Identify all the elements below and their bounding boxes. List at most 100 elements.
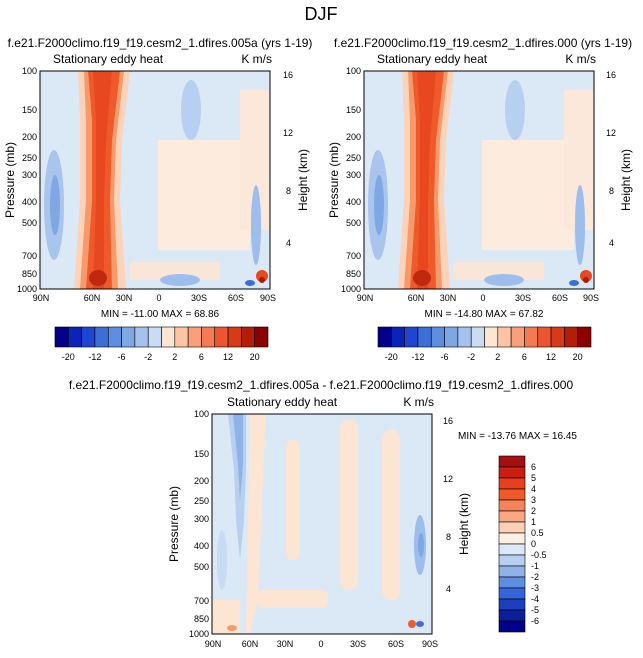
pressure-tick: 500: [22, 218, 37, 228]
height-tick: 8: [286, 186, 291, 196]
colorbar-swatch: [254, 326, 269, 348]
height-tick: 4: [446, 584, 451, 594]
colorbar-label: -2: [531, 572, 539, 582]
panel-3-height-ticks: 16 12 8 4: [443, 416, 453, 594]
pressure-tick: 500: [346, 218, 361, 228]
lat-tick: 30S: [350, 639, 366, 649]
colorbar-swatch: [524, 326, 539, 348]
pressure-tick: 850: [22, 269, 37, 279]
panel-1-height-ticks: 16 12 8 4: [283, 70, 293, 248]
panel-2-units: K m/s: [565, 52, 596, 66]
colorbar-label: 0.5: [531, 528, 544, 538]
panel-1-variable-label: Stationary eddy heat: [53, 52, 164, 66]
pressure-tick: 700: [194, 596, 209, 606]
colorbar-swatch: [417, 326, 432, 348]
colorbar-label: -1: [531, 561, 539, 571]
pressure-tick: 100: [194, 409, 209, 419]
pressure-tick: 300: [346, 170, 361, 180]
pressure-tick: 400: [22, 197, 37, 207]
panel-3: f.e21.F2000climo.f19_f19.cesm2_1.dfires.…: [69, 378, 578, 649]
colorbar-swatch: [498, 620, 526, 633]
panel-2-variable-label: Stationary eddy heat: [377, 52, 488, 66]
colorbar-label: 1: [531, 517, 536, 527]
colorbar-swatch: [201, 326, 216, 348]
height-tick: 16: [443, 416, 453, 426]
panel-2-stats: MIN = -14.80 MAX = 67.82: [425, 309, 544, 320]
lat-tick: 0: [480, 293, 485, 303]
lat-tick: 30N: [116, 293, 133, 303]
colorbar-label: -20: [62, 352, 75, 362]
pressure-tick: 850: [194, 614, 209, 624]
lat-tick: 90N: [357, 293, 374, 303]
lat-tick: 90N: [33, 293, 50, 303]
colorbar-swatch: [498, 488, 526, 501]
height-tick: 8: [446, 532, 451, 542]
colorbar-swatch: [577, 326, 592, 348]
panel-2-pressure-ticks: 100 150 200 250 300 400 500 700 850 1000: [341, 66, 361, 294]
lat-tick: 0: [318, 639, 323, 649]
colorbar-label: 0: [531, 539, 536, 549]
panel-2-colorbar: -20 -12 -6 -2 2 6 12 20: [377, 326, 592, 362]
panel-2-ylabel: Pressure (mb): [327, 142, 341, 218]
panel-1-ylabel-right: Height (km): [296, 149, 310, 211]
pressure-tick: 200: [22, 132, 37, 142]
colorbar-swatch: [498, 510, 526, 523]
colorbar-swatch: [121, 326, 136, 348]
colorbar-label: 4: [531, 484, 536, 494]
colorbar-label: 6: [199, 352, 204, 362]
lat-tick: 90N: [205, 639, 222, 649]
height-tick: 12: [443, 474, 453, 484]
colorbar-label: -3: [531, 583, 539, 593]
pressure-tick: 250: [346, 153, 361, 163]
colorbar-swatch: [498, 499, 526, 512]
colorbar-label: 20: [250, 352, 260, 362]
colorbar-swatch: [498, 466, 526, 479]
colorbar-swatch: [498, 543, 526, 556]
colorbar-swatch: [404, 326, 419, 348]
pressure-tick: 150: [346, 105, 361, 115]
panel-1-units: K m/s: [241, 52, 272, 66]
colorbar-label: 2: [531, 506, 536, 516]
colorbar-swatch: [241, 326, 255, 348]
pressure-tick: 1000: [189, 629, 209, 639]
colorbar-label: -2: [467, 352, 475, 362]
colorbar-label: 6: [522, 352, 527, 362]
colorbar-swatch: [377, 326, 392, 348]
colorbar-swatch: [498, 455, 526, 468]
pressure-tick: 1000: [17, 284, 37, 294]
colorbar-label: -12: [88, 352, 101, 362]
pressure-tick: 100: [346, 66, 361, 76]
pressure-tick: 400: [194, 541, 209, 551]
height-tick: 16: [283, 70, 293, 80]
pressure-tick: 250: [194, 496, 209, 506]
lat-tick: 60N: [408, 293, 425, 303]
height-tick: 12: [283, 128, 293, 138]
panel-2-title: f.e21.F2000climo.f19_f19.cesm2_1.dfires.…: [334, 36, 632, 50]
height-tick: 4: [609, 238, 614, 248]
panel-1-stats: MIN = -11.00 MAX = 68.86: [101, 309, 220, 320]
colorbar-swatch: [94, 326, 109, 348]
lat-tick: 90S: [583, 293, 599, 303]
lat-tick: 60S: [228, 293, 244, 303]
lat-tick: 90S: [422, 639, 438, 649]
colorbar-swatch: [537, 326, 552, 348]
colorbar-label: -20: [385, 352, 398, 362]
main-title: DJF: [305, 4, 338, 24]
colorbar-label: 20: [573, 352, 583, 362]
colorbar-swatch: [147, 326, 162, 348]
colorbar-swatch: [498, 554, 526, 567]
colorbar-label: 12: [223, 352, 233, 362]
panel-1-ylabel: Pressure (mb): [3, 142, 17, 218]
pressure-tick: 400: [346, 197, 361, 207]
colorbar-label: 3: [531, 495, 536, 505]
colorbar-label: -5: [531, 605, 539, 615]
colorbar-label: -6: [531, 616, 539, 626]
colorbar-swatch: [430, 326, 445, 348]
pressure-tick: 250: [22, 153, 37, 163]
colorbar-swatch: [214, 326, 229, 348]
colorbar-swatch: [498, 609, 526, 622]
colorbar-swatch: [510, 326, 525, 348]
colorbar-swatch: [498, 532, 526, 545]
height-tick: 4: [286, 238, 291, 248]
